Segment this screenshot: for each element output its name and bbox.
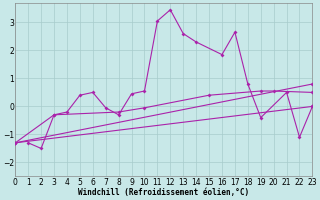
X-axis label: Windchill (Refroidissement éolien,°C): Windchill (Refroidissement éolien,°C) — [78, 188, 249, 197]
